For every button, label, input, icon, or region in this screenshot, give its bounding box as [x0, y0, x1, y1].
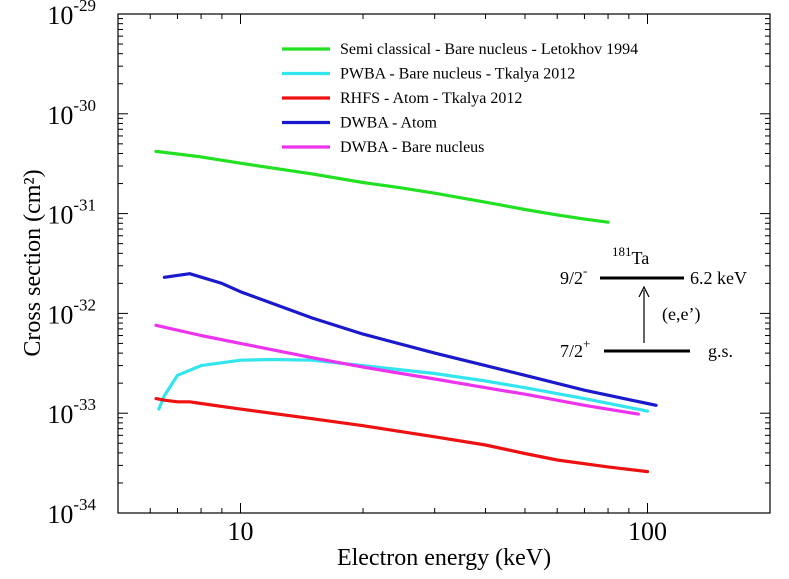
y-tick-exponent: -29 — [73, 0, 96, 15]
isotope-symbol: Ta — [632, 248, 650, 268]
y-tick-mantissa: 10 — [47, 1, 73, 30]
y-tick-label: 10-32 — [47, 295, 96, 329]
legend-label-5: DWBA - Bare nucleus — [340, 139, 484, 156]
lower-parity: + — [583, 336, 590, 351]
legend-label-4: DWBA - Atom — [340, 115, 437, 132]
x-axis-ticks: 10 100 — [117, 14, 771, 546]
y-tick-exponent: -33 — [73, 395, 96, 414]
y-tick-label: 10-33 — [47, 395, 96, 429]
y-tick-exponent: -34 — [73, 495, 96, 514]
x-tick-label: 100 — [628, 517, 667, 546]
plot-frame — [117, 13, 771, 514]
y-axis-label: Cross section (cm²) — [20, 169, 46, 356]
series-line-5 — [154, 323, 641, 416]
isotope-label: 181Ta — [612, 244, 649, 268]
legend-label-1: Semi classical - Bare nucleus - Letokhov… — [340, 41, 638, 58]
series-line-1 — [154, 149, 610, 224]
energy-level-inset: 181Ta 9/2- 6.2 keV (e,e’) 7/2+ g.s. — [560, 244, 747, 361]
series-lines — [154, 149, 658, 474]
y-tick-label: 10-34 — [47, 495, 96, 529]
y-tick-exponent: -30 — [73, 96, 96, 115]
legend-label-3: RHFS - Atom - Tkalya 2012 — [340, 90, 522, 107]
upper-spin: 9/2 — [560, 268, 583, 288]
isotope-mass: 181 — [612, 244, 632, 259]
transition-arrowhead — [638, 285, 650, 298]
y-tick-exponent: -32 — [73, 295, 96, 314]
upper-spin-label: 9/2- — [560, 263, 587, 288]
y-tick-mantissa: 10 — [47, 300, 73, 329]
x-tick-label: 10 — [228, 517, 254, 546]
lower-spin: 7/2 — [560, 341, 583, 361]
transition-label: (e,e’) — [662, 304, 700, 325]
y-tick-mantissa: 10 — [47, 101, 73, 130]
upper-parity: - — [583, 263, 587, 278]
series-line-4 — [162, 272, 658, 407]
y-tick-mantissa: 10 — [47, 500, 73, 529]
lower-level-label: g.s. — [708, 341, 733, 361]
series-line-2 — [157, 357, 650, 413]
lower-spin-label: 7/2+ — [560, 336, 590, 361]
y-tick-mantissa: 10 — [47, 400, 73, 429]
legend: Semi classical - Bare nucleus - Letokhov… — [282, 41, 638, 156]
y-tick-mantissa: 10 — [47, 201, 73, 230]
y-tick-label: 10-31 — [47, 196, 96, 230]
series-line-3 — [154, 397, 650, 474]
legend-label-2: PWBA - Bare nucleus - Tkalya 2012 — [340, 66, 575, 83]
x-axis-label: Electron energy (keV) — [337, 545, 551, 571]
y-tick-exponent: -31 — [73, 196, 96, 215]
y-tick-label: 10-29 — [47, 0, 96, 30]
upper-energy-label: 6.2 keV — [690, 268, 747, 288]
y-tick-label: 10-30 — [47, 96, 96, 130]
